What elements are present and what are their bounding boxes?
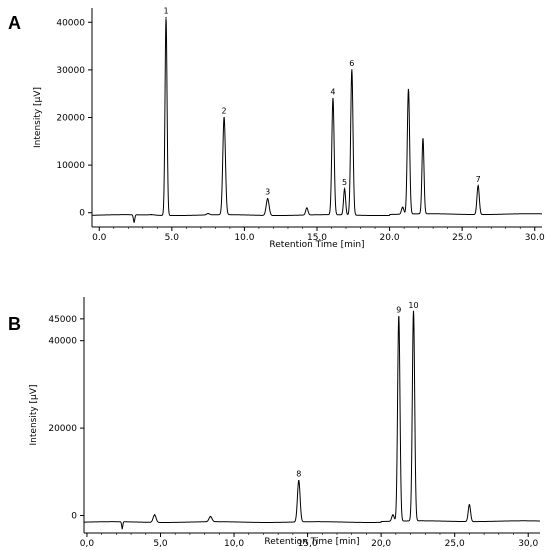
- panel-a-x-tick-label: 15.0: [307, 233, 327, 243]
- panel-a-x-tick-label: 25.0: [452, 233, 472, 243]
- panel-a-y-axis-title: Intensity [µV]: [33, 87, 43, 148]
- panel-b-x-tick-label: 0,0: [80, 539, 95, 549]
- panel-a-peak-label: 7: [476, 175, 481, 184]
- panel-a-x-tick-label: 10.0: [234, 233, 254, 243]
- panel-b-x-tick-label: 15,0: [298, 539, 318, 549]
- panel-a-peak-point: [150, 214, 153, 216]
- panel-a-peak-label: 1: [163, 7, 168, 16]
- panel-a-y-tick-label: 40000: [56, 18, 85, 28]
- panel-b-y-tick-label: 40000: [48, 337, 77, 347]
- panel-a-peak-label: 2: [222, 107, 227, 116]
- panel-a-peak-label: 3: [265, 187, 270, 196]
- panel-a-peak-point: [223, 116, 225, 119]
- panel-a-peak-point: [422, 138, 424, 140]
- panel-a-x-tick-label: 0.0: [92, 233, 107, 243]
- panel-b-peak-point: [154, 514, 156, 516]
- panel-a-x-tick-label: 30.0: [525, 233, 545, 243]
- panel-a-signal-line: [92, 18, 542, 223]
- panel-a-x-tick-label: 20.0: [380, 233, 400, 243]
- panel-a-peak-point: [267, 197, 269, 200]
- panel-b-x-tick-label: 25,0: [445, 539, 465, 549]
- panel-a-peak-point: [477, 185, 479, 187]
- panel-b-y-tick-label: 0: [71, 512, 77, 522]
- panel-b-label: B: [8, 314, 21, 334]
- panel-b-x-tick-label: 5,0: [153, 539, 168, 549]
- panel-a-peak-label: 6: [349, 59, 354, 68]
- panel-b-signal-line: [84, 310, 540, 530]
- panel-b-peak-point: [209, 516, 212, 518]
- panel-a-peak-point: [402, 207, 404, 209]
- panel-b-peak-point: [412, 311, 415, 313]
- panel-a-peak-point: [207, 213, 209, 215]
- panel-b-peak-point: [121, 528, 123, 530]
- panel-a-y-tick-label: 10000: [56, 161, 85, 171]
- panel-a-peak-point: [165, 16, 167, 19]
- panel-a-peak-point: [306, 207, 308, 209]
- panel-a-y-tick-label: 30000: [56, 66, 85, 76]
- panel-b-x-axis-title: Retention Time [min]: [264, 537, 359, 547]
- panel-b-peak-label: 10: [408, 301, 418, 310]
- panel-b-peak-label: 8: [296, 470, 301, 479]
- panel-a-label: A: [8, 13, 21, 33]
- panel-a-peak-label: 5: [342, 178, 347, 187]
- panel-a-peak-point: [351, 69, 353, 71]
- panel-a-peak-point: [133, 221, 135, 223]
- panel-a-peak-point: [407, 89, 410, 91]
- panel-b-y-tick-label: 20000: [48, 424, 77, 434]
- panel-a-x-tick-label: 5.0: [165, 233, 180, 243]
- panel-b-peak-point: [392, 514, 394, 517]
- panel-a-peak-label: 4: [330, 87, 335, 96]
- panel-b-peak-point: [298, 479, 300, 482]
- panel-a-y-tick-label: 20000: [56, 114, 85, 124]
- panel-b-y-tick-label: 45000: [48, 315, 77, 325]
- panel-b-x-tick-label: 20,0: [371, 539, 391, 549]
- panel-a-peak-point: [332, 97, 334, 100]
- panel-b-peak-label: 9: [396, 306, 401, 315]
- panel-a-peak-point: [343, 188, 346, 190]
- panel-b-x-tick-label: 10,0: [224, 539, 244, 549]
- panel-b-peak-point: [398, 316, 400, 318]
- panel-b-peak-point: [468, 504, 470, 506]
- panel-b-x-tick-label: 30,0: [518, 539, 538, 549]
- panel-a-x-axis-title: Retention Time [min]: [269, 240, 364, 250]
- panel-a-y-tick-label: 0: [79, 209, 85, 219]
- panel-b-y-axis-title: Intensity [µV]: [29, 385, 39, 446]
